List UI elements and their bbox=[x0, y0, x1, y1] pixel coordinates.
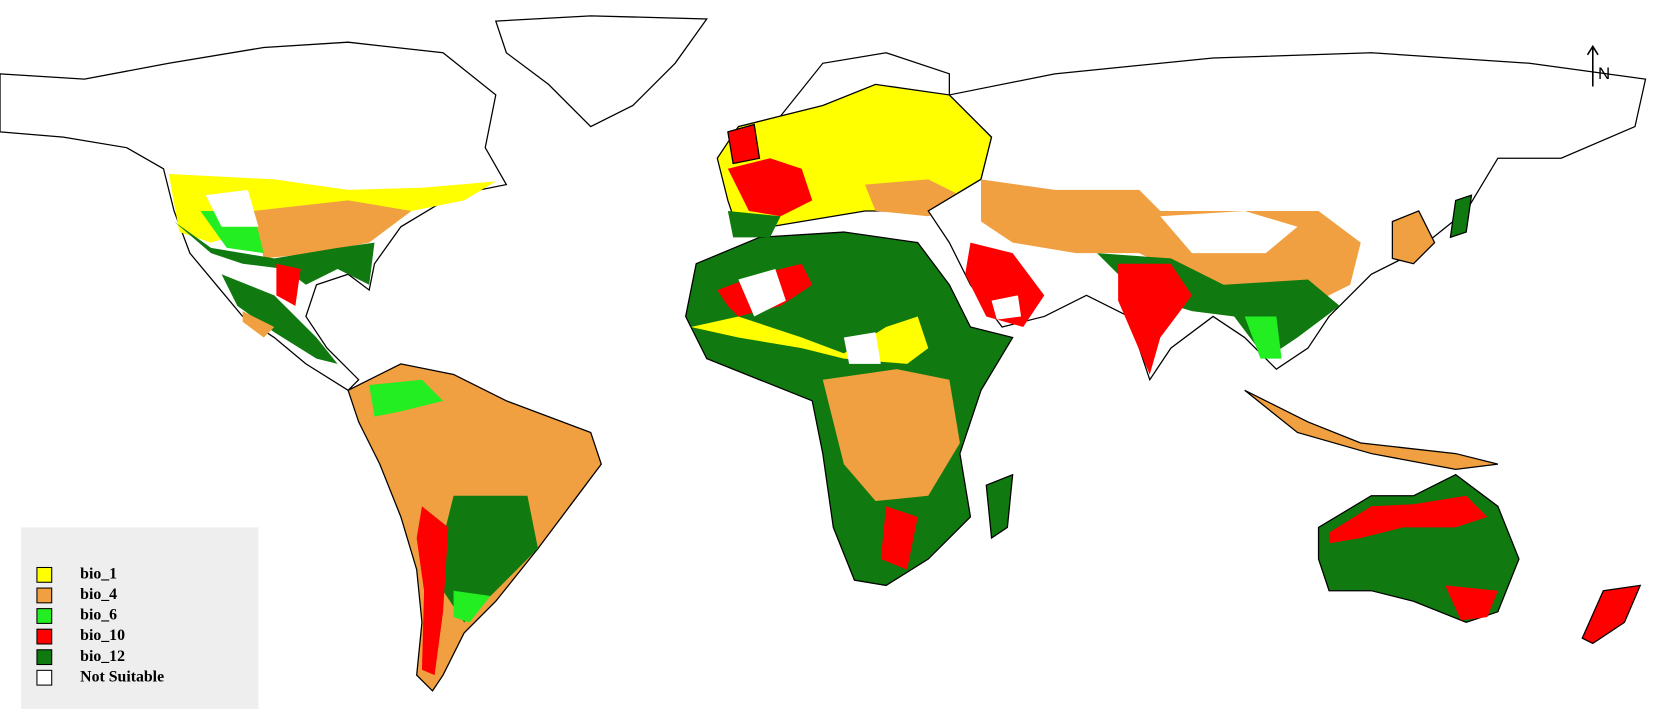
australia bbox=[1317, 473, 1642, 645]
north-america bbox=[0, 41, 508, 392]
south-america bbox=[347, 363, 602, 692]
legend-label: bio_6 bbox=[80, 607, 117, 624]
asia bbox=[927, 52, 1647, 471]
north-arrow-head bbox=[1586, 44, 1599, 56]
legend: bio_1 bio_4 bio_6 bio_10 bio_12 Not Suitable bbox=[36, 565, 164, 686]
africa bbox=[684, 231, 1014, 587]
legend-label: Not Suitable bbox=[80, 668, 164, 685]
europe bbox=[716, 52, 993, 238]
legend-swatch bbox=[36, 608, 53, 624]
legend-label: bio_4 bbox=[80, 586, 117, 603]
legend-label: bio_1 bbox=[80, 565, 117, 582]
legend-swatch bbox=[36, 566, 53, 583]
legend-swatch bbox=[36, 649, 53, 666]
legend-box bbox=[21, 527, 259, 709]
legend-label: bio_10 bbox=[80, 627, 125, 644]
north-label: N bbox=[1598, 64, 1610, 83]
legend-swatch bbox=[36, 587, 53, 604]
greenland bbox=[494, 15, 708, 128]
legend-label: bio_12 bbox=[80, 648, 125, 665]
legend-swatch bbox=[36, 669, 53, 686]
legend-swatch bbox=[36, 628, 53, 645]
